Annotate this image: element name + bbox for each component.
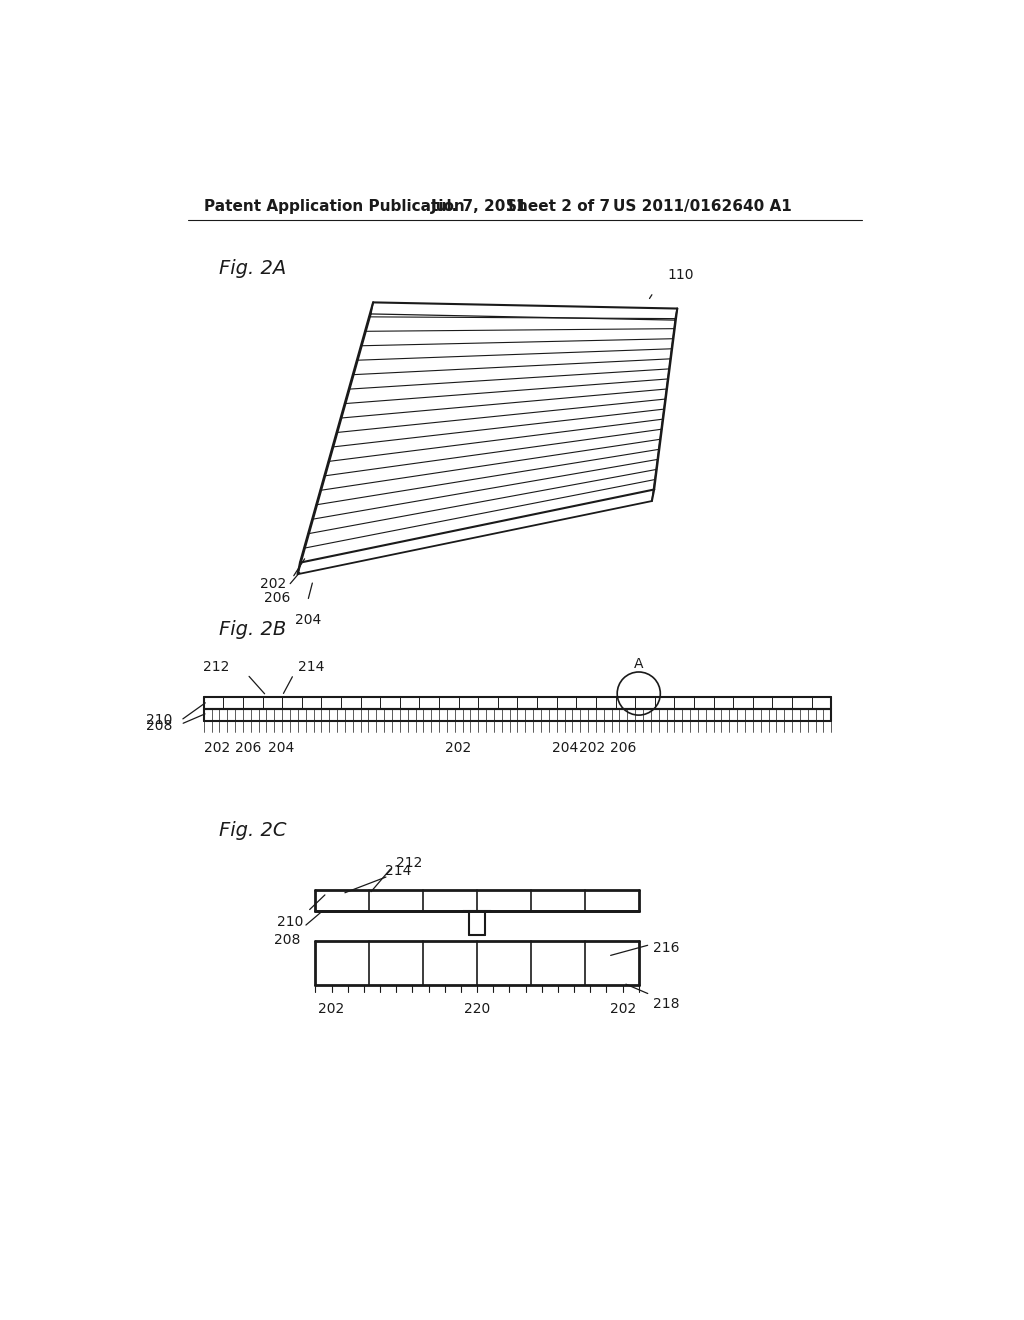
Text: 214: 214 <box>298 660 324 673</box>
Text: 202: 202 <box>580 742 605 755</box>
Text: 204: 204 <box>267 742 294 755</box>
Text: 212: 212 <box>203 660 229 673</box>
Text: A: A <box>634 657 643 672</box>
Text: 208: 208 <box>273 933 300 946</box>
Text: 206: 206 <box>610 742 637 755</box>
Text: 206: 206 <box>263 591 290 605</box>
Text: 110: 110 <box>668 268 693 282</box>
Text: Sheet 2 of 7: Sheet 2 of 7 <box>506 198 610 214</box>
Text: 220: 220 <box>464 1002 490 1016</box>
Text: 216: 216 <box>652 941 679 954</box>
Text: 218: 218 <box>652 997 679 1011</box>
Text: Patent Application Publication: Patent Application Publication <box>204 198 465 214</box>
Text: Fig. 2C: Fig. 2C <box>219 821 287 840</box>
Text: 204: 204 <box>295 612 321 627</box>
Text: 202: 202 <box>260 577 286 590</box>
Text: 210: 210 <box>278 915 304 928</box>
Text: 210: 210 <box>146 714 172 727</box>
Text: 202: 202 <box>610 1002 637 1016</box>
Text: 214: 214 <box>385 863 411 878</box>
Text: 204: 204 <box>553 742 579 755</box>
Text: Fig. 2B: Fig. 2B <box>219 620 287 639</box>
Text: 206: 206 <box>236 742 261 755</box>
Text: 212: 212 <box>396 855 423 870</box>
Text: 202: 202 <box>205 742 230 755</box>
Text: 202: 202 <box>444 742 471 755</box>
Text: 202: 202 <box>317 1002 344 1016</box>
Text: Jul. 7, 2011: Jul. 7, 2011 <box>431 198 527 214</box>
Text: 208: 208 <box>146 719 172 733</box>
Text: US 2011/0162640 A1: US 2011/0162640 A1 <box>612 198 792 214</box>
Text: Fig. 2A: Fig. 2A <box>219 259 287 277</box>
